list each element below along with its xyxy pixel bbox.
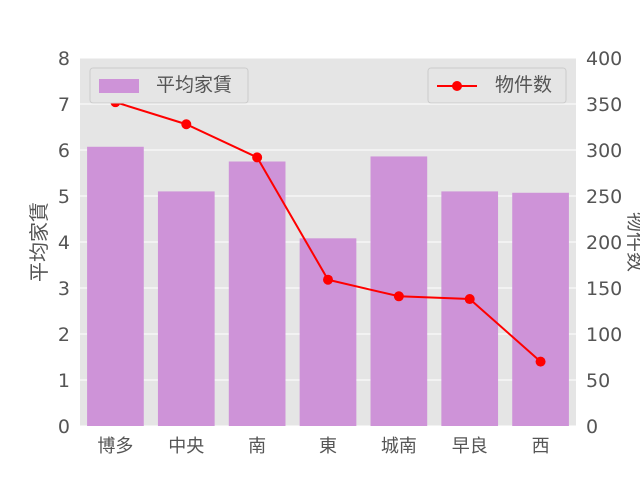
x-tick-label: 東 (319, 436, 337, 457)
y-tick-label: 6 (58, 140, 70, 162)
y-tick-label: 2 (58, 324, 70, 346)
legend-bar: 平均家賃 (89, 67, 249, 104)
y-tick-label: 8 (58, 48, 70, 70)
y-tick-label: 1 (58, 370, 70, 392)
bar (441, 191, 499, 426)
y2-axis-label: 物件数 (624, 212, 640, 272)
x-tick-label: 城南 (381, 436, 417, 457)
y2-tick-label: 150 (586, 278, 622, 300)
bar (512, 192, 569, 426)
y-axis-label: 平均家賃 (27, 202, 51, 282)
bar (299, 238, 357, 426)
x-tick-label: 博多 (97, 436, 133, 457)
line-series (110, 97, 546, 367)
line-point (323, 274, 333, 285)
y-tick-label: 4 (58, 232, 70, 254)
bar (157, 191, 215, 426)
x-tick-label: 早良 (452, 436, 488, 457)
y2-tick-label: 300 (586, 140, 622, 162)
bar (87, 146, 144, 426)
y2-tick-label: 350 (586, 94, 622, 116)
legend-line-label: 物件数 (495, 74, 552, 96)
y-tick-label: 0 (58, 416, 70, 438)
x-tick-label: 西 (532, 436, 550, 457)
legend-bar-box (89, 67, 249, 104)
y2-tick-label: 250 (586, 186, 622, 208)
line-point (181, 119, 192, 130)
y-tick-label: 3 (58, 278, 70, 300)
y2-tick-label: 50 (586, 370, 610, 392)
line-point (535, 356, 546, 367)
y-tick-label: 7 (58, 94, 70, 116)
y-axis-ticks: 0 1 2 3 4 5 6 7 8 (58, 48, 70, 438)
line-point (464, 294, 475, 305)
x-tick-label: 南 (248, 436, 266, 457)
legend-bar-swatch (99, 79, 139, 93)
bar (228, 161, 286, 426)
y-tick-label: 5 (58, 186, 70, 208)
y2-tick-label: 400 (586, 48, 622, 70)
legend-bar-label: 平均家賃 (156, 74, 232, 96)
line-point (393, 291, 404, 302)
legend-line: 物件数 (427, 67, 567, 104)
y2-tick-label: 200 (586, 232, 622, 254)
line-point (252, 152, 263, 163)
legend-line-marker (452, 81, 462, 91)
y2-axis-ticks: 0 50 100 150 200 250 300 350 400 (586, 48, 622, 438)
x-axis-ticks: 博多 中央 南 東 城南 早良 西 (97, 436, 549, 457)
legend-line-box (427, 67, 567, 104)
y2-tick-label: 0 (586, 416, 598, 438)
x-tick-label: 中央 (168, 436, 204, 457)
y2-tick-label: 100 (586, 324, 622, 346)
